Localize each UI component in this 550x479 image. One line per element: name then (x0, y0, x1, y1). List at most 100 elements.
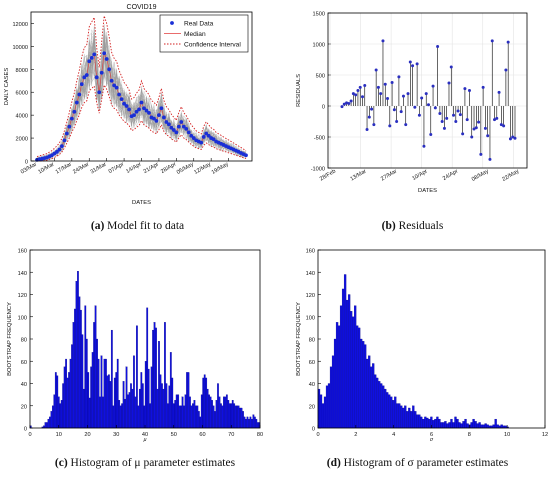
data-point (144, 108, 149, 113)
histogram-bar (152, 329, 154, 429)
residual-point (477, 120, 481, 124)
data-point (164, 120, 169, 124)
data-point (119, 97, 124, 102)
histogram-bar (122, 381, 125, 429)
histogram-bar (119, 405, 122, 429)
caption-a: (a) Model fit to data (0, 220, 275, 232)
histogram-bar (396, 403, 399, 429)
ensemble-curve (36, 36, 247, 162)
histogram-bar (133, 355, 135, 429)
data-point (62, 138, 67, 143)
histogram-bar (115, 372, 118, 429)
histogram-bar (400, 405, 403, 429)
ensemble-curve (36, 34, 247, 162)
y-tick-label: 10000 (12, 45, 28, 51)
histogram-bar (134, 396, 137, 429)
caption-b-label: (b) (381, 220, 396, 232)
residual-point (472, 127, 476, 131)
residual-point (497, 90, 501, 94)
residual-point (424, 92, 428, 96)
residual-point (427, 103, 430, 107)
x-tick-label: 13/Mar (349, 168, 367, 182)
histogram-bar (426, 417, 429, 429)
histogram-bar (155, 327, 157, 429)
residual-point (392, 108, 396, 112)
residual-point (356, 89, 360, 92)
residual-point (436, 44, 440, 48)
y-tick-label: 120 (306, 293, 315, 299)
histogram-bar (71, 344, 73, 429)
histogram-bar (146, 307, 149, 429)
residual-point (367, 115, 371, 119)
x-tick-label: 80 (257, 432, 263, 438)
residual-point (397, 75, 401, 79)
ensemble-curve (36, 49, 247, 161)
caption-b-text: Residuals (398, 220, 444, 232)
histogram-bar (374, 374, 377, 429)
y-tick-label: 4000 (16, 114, 28, 120)
histogram-bar (208, 394, 210, 429)
histogram-bar (193, 400, 196, 429)
histogram-bar (51, 405, 54, 429)
histogram-bar (442, 422, 445, 429)
histogram-bar (251, 418, 253, 429)
histogram-bar (184, 394, 187, 429)
histogram-bar (351, 316, 355, 429)
x-tick-label: 0 (28, 432, 31, 438)
histogram-bar (60, 400, 63, 429)
ensemble-curve (36, 44, 247, 160)
histogram-bar (408, 407, 411, 429)
data-point (92, 52, 97, 57)
data-point (184, 127, 189, 131)
histogram-bar (143, 405, 146, 429)
residual-point (351, 92, 355, 96)
histogram-bar (130, 383, 132, 429)
residual-point (463, 87, 467, 91)
histogram-bar (94, 305, 97, 429)
caption-b: (b) Residuals (275, 220, 550, 232)
x-tick-label: 4 (392, 432, 395, 438)
histogram-bar (225, 394, 228, 429)
x-tick-label: 50 (171, 432, 177, 438)
x-tick-label: 08/May (471, 168, 490, 182)
histogram-bar (331, 355, 335, 429)
histogram-bar (166, 403, 169, 429)
histogram-bar (480, 424, 483, 429)
data-point (127, 107, 131, 112)
histogram-bar (77, 271, 79, 429)
residual-point (363, 84, 367, 88)
residual-point (417, 113, 421, 117)
caption-d-text: Histogram of σ parameter estimates (343, 457, 509, 469)
histogram-bar (78, 296, 81, 429)
histogram-bar (169, 352, 172, 429)
data-point (152, 116, 156, 121)
y-tick-label: 1000 (313, 43, 325, 49)
histogram-bar (227, 400, 230, 429)
histogram-bar (372, 363, 375, 429)
histogram-bar (106, 375, 109, 429)
histogram-bar (335, 322, 339, 429)
residual-point (381, 39, 385, 43)
data-point (176, 124, 181, 129)
histogram-bar (438, 418, 441, 429)
histogram-bar (255, 418, 258, 429)
histogram-bar (253, 416, 256, 429)
histogram-bar (46, 422, 48, 429)
ensemble-curve (37, 35, 247, 162)
histogram-bar (436, 416, 439, 429)
histogram-bar (362, 341, 365, 429)
histogram-bar (156, 388, 159, 429)
histogram-bar (234, 405, 237, 429)
histogram-bar (370, 366, 373, 429)
data-point (59, 144, 64, 149)
data-point (109, 78, 114, 83)
x-tick-label: 20 (84, 432, 90, 438)
histogram-bar (90, 366, 93, 429)
y-tick-label: 0 (25, 160, 28, 166)
histogram-bar (432, 420, 435, 429)
x-tick-label: 70 (228, 432, 234, 438)
x-tick-label: 31/Mar (90, 161, 108, 175)
histogram-bar (80, 309, 82, 429)
histogram-bar (246, 416, 249, 429)
